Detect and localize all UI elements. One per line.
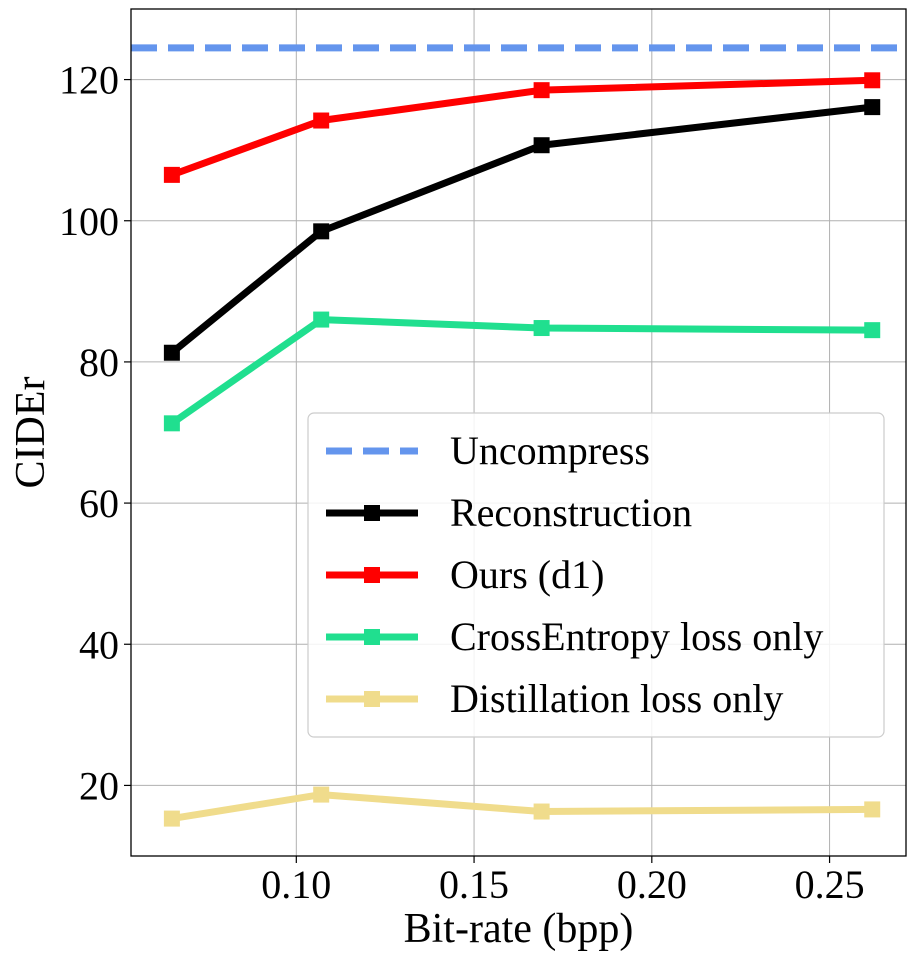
data-point-marker bbox=[163, 415, 180, 432]
data-point-marker bbox=[313, 112, 330, 129]
series-line bbox=[169, 316, 873, 427]
x-tick-label: 0.15 bbox=[439, 862, 509, 907]
legend-entry-crossentropy-loss-only: CrossEntropy loss only bbox=[326, 614, 823, 659]
y-tick-label: 120 bbox=[59, 58, 119, 103]
legend-label: Reconstruction bbox=[450, 490, 692, 535]
series-ours-d1 bbox=[163, 72, 881, 183]
data-point-marker bbox=[163, 166, 180, 183]
legend-label: Distillation loss only bbox=[450, 676, 783, 721]
data-point-marker bbox=[313, 786, 330, 803]
y-axis: 20 40 60 80 100 120 bbox=[59, 58, 131, 808]
y-axis-label: CIDEr bbox=[8, 377, 54, 489]
x-tick-label: 0.10 bbox=[261, 862, 331, 907]
data-point-marker bbox=[864, 72, 881, 89]
series-distillation-loss-only bbox=[163, 786, 881, 827]
legend-entry-ours-d1: Ours (d1) bbox=[326, 552, 604, 597]
data-point-marker bbox=[313, 311, 330, 328]
y-tick-label: 100 bbox=[59, 199, 119, 244]
y-tick-label: 60 bbox=[79, 481, 119, 526]
legend-marker bbox=[364, 691, 380, 707]
data-point-marker bbox=[864, 322, 881, 339]
data-point-marker bbox=[533, 82, 550, 99]
data-point-marker bbox=[163, 344, 180, 361]
x-tick-label: 0.25 bbox=[795, 862, 865, 907]
series-line bbox=[171, 791, 873, 823]
series-line bbox=[169, 103, 873, 356]
legend-marker bbox=[364, 505, 380, 521]
legend-box bbox=[307, 412, 885, 738]
legend-entry-uncompress: Uncompress bbox=[326, 428, 650, 473]
series-line bbox=[170, 76, 873, 179]
series-layer bbox=[131, 44, 906, 827]
series-crossentropy-loss-only bbox=[163, 311, 881, 432]
legend-entry-reconstruction: Reconstruction bbox=[326, 490, 692, 535]
legend-entry-distillation-loss-only: Distillation loss only bbox=[326, 676, 783, 721]
legend-label: Ours (d1) bbox=[450, 552, 604, 597]
data-point-marker bbox=[533, 803, 550, 820]
legend-label: Uncompress bbox=[450, 428, 650, 473]
x-tick-label: 0.20 bbox=[617, 862, 687, 907]
data-point-marker bbox=[864, 99, 881, 116]
data-point-marker bbox=[864, 801, 881, 818]
y-tick-label: 20 bbox=[79, 763, 119, 808]
data-point-marker bbox=[313, 223, 330, 240]
plot-frame bbox=[130, 8, 907, 857]
legend-label: CrossEntropy loss only bbox=[450, 614, 823, 659]
x-axis: 0.10 0.15 0.20 0.25 bbox=[261, 856, 865, 907]
legend-marker bbox=[364, 629, 380, 645]
data-point-marker bbox=[533, 320, 550, 337]
data-point-marker bbox=[163, 810, 180, 827]
x-axis-label: Bit-rate (bpp) bbox=[404, 906, 634, 952]
y-tick-label: 40 bbox=[79, 622, 119, 667]
y-tick-label: 80 bbox=[79, 340, 119, 385]
legend-marker bbox=[364, 567, 380, 583]
data-point-marker bbox=[533, 137, 550, 154]
legend: Uncompress Reconstruction Ours (d1) CrossEn… bbox=[307, 412, 885, 738]
series-reconstruction bbox=[163, 99, 881, 361]
